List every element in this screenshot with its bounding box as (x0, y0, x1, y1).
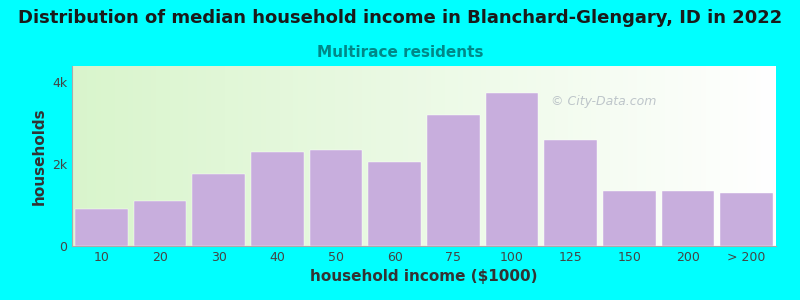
Bar (603, 191, 656, 246)
Bar (662, 191, 714, 246)
X-axis label: household income ($1000): household income ($1000) (310, 269, 538, 284)
Text: © City-Data.com: © City-Data.com (550, 95, 656, 109)
Bar (486, 93, 538, 246)
Bar (544, 140, 597, 246)
Y-axis label: households: households (31, 107, 46, 205)
Bar (251, 152, 304, 246)
Bar (368, 162, 421, 246)
Bar (427, 115, 480, 246)
Bar (310, 150, 362, 246)
Bar (75, 209, 128, 246)
Text: Multirace residents: Multirace residents (317, 45, 483, 60)
Bar (192, 174, 245, 246)
Bar (134, 201, 186, 246)
Text: Distribution of median household income in Blanchard-Glengary, ID in 2022: Distribution of median household income … (18, 9, 782, 27)
Bar (720, 193, 773, 246)
